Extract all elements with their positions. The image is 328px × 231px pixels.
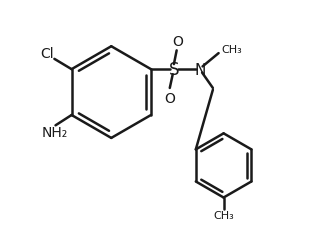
- Text: Cl: Cl: [41, 47, 54, 61]
- Text: O: O: [164, 91, 175, 105]
- Text: O: O: [172, 34, 183, 48]
- Text: NH₂: NH₂: [41, 126, 68, 140]
- Text: S: S: [169, 61, 179, 79]
- Text: N: N: [195, 62, 206, 77]
- Text: CH₃: CH₃: [213, 210, 234, 220]
- Text: CH₃: CH₃: [221, 45, 242, 55]
